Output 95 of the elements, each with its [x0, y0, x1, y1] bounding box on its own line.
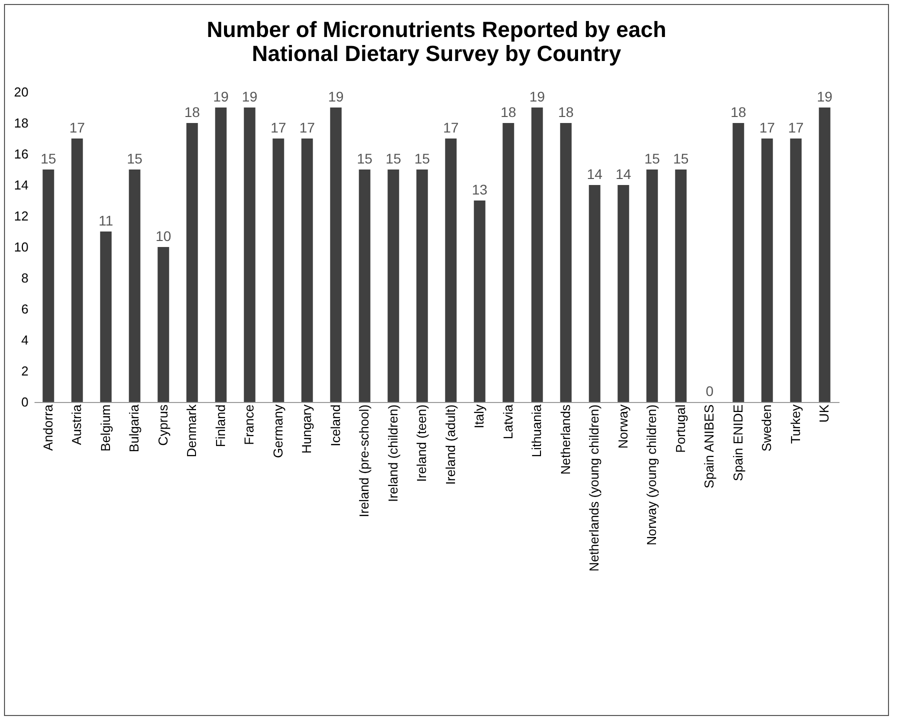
- y-tick-label: 2: [21, 364, 28, 378]
- bar: [128, 170, 140, 402]
- bar: [330, 108, 342, 402]
- data-label: 14: [616, 166, 632, 182]
- y-tick-label: 12: [14, 208, 28, 224]
- data-label: 18: [558, 104, 574, 120]
- data-label: 15: [386, 150, 402, 166]
- bar: [244, 108, 256, 402]
- y-tick-label: 10: [14, 240, 28, 254]
- x-tick-label: Ireland (children): [385, 404, 400, 502]
- x-tick-label: Norway (young children): [644, 404, 660, 546]
- bar: [100, 232, 112, 402]
- data-label: 15: [40, 150, 56, 166]
- x-tick-label: Austria: [69, 404, 84, 445]
- bar: [445, 138, 457, 402]
- y-tick-label: 6: [21, 302, 28, 316]
- bar: [646, 170, 658, 402]
- x-tick-label: Portugal: [672, 404, 688, 453]
- y-tick-label: 4: [21, 332, 28, 348]
- x-tick-label: Latvia: [500, 404, 516, 440]
- data-label: 17: [443, 120, 459, 136]
- data-label: 13: [472, 182, 488, 198]
- bar: [215, 108, 227, 402]
- x-tick-label: Sweden: [759, 404, 774, 452]
- bar: [388, 170, 400, 402]
- x-tick-label: Spain ANIBES: [702, 404, 717, 488]
- data-label: 19: [816, 88, 833, 104]
- x-tick-label: Ireland (pre-school): [356, 404, 372, 518]
- bar: [186, 123, 198, 402]
- x-tick-label: Hungary: [299, 404, 314, 454]
- data-label: 18: [500, 104, 516, 120]
- data-label: 18: [730, 104, 746, 120]
- x-tick-label: UK: [816, 404, 832, 423]
- bar: [158, 247, 170, 402]
- data-label: 19: [328, 88, 344, 104]
- bar: [531, 108, 543, 402]
- x-tick-label: Turkey: [788, 404, 803, 444]
- data-label: 11: [98, 212, 114, 228]
- data-label: 17: [270, 120, 286, 136]
- x-tick-label: Andorra: [40, 404, 56, 451]
- data-label: 17: [788, 120, 804, 136]
- bar: [761, 138, 773, 402]
- data-label: 18: [184, 104, 200, 120]
- y-tick-label: 20: [14, 84, 28, 100]
- y-tick-label: 16: [14, 146, 28, 162]
- x-tick-label: Ireland (teen): [414, 404, 430, 482]
- y-tick-label: 0: [21, 394, 28, 410]
- y-tick-label: 18: [14, 116, 28, 130]
- x-tick-label: Germany: [270, 404, 286, 458]
- bar: [42, 170, 54, 402]
- data-label: 15: [414, 150, 430, 166]
- bar: [416, 170, 428, 402]
- x-tick-label: Belgium: [98, 404, 113, 452]
- data-label: 17: [299, 120, 316, 136]
- x-tick-label: Finland: [212, 404, 228, 448]
- x-tick-label: Netherlands (young children): [586, 404, 602, 572]
- y-tick-label: 8: [21, 270, 28, 286]
- bar: [358, 170, 370, 402]
- data-label: 10: [156, 228, 172, 244]
- bar: [790, 138, 802, 402]
- x-tick-label: Ireland (adult): [442, 404, 458, 485]
- bar: [301, 138, 313, 402]
- x-tick-label: Italy: [472, 404, 487, 428]
- bar: [502, 123, 514, 402]
- bar: [732, 123, 744, 402]
- data-label: 14: [586, 166, 603, 182]
- x-tick-label: Norway: [615, 404, 630, 449]
- data-label: 15: [673, 150, 689, 166]
- x-tick-label: Iceland: [328, 404, 343, 446]
- data-label: 19: [529, 88, 546, 104]
- x-tick-label: Netherlands: [558, 404, 573, 475]
- bar: [71, 138, 83, 402]
- x-tick-label: Bulgaria: [126, 404, 142, 452]
- bar: [560, 123, 572, 402]
- data-label: 17: [69, 120, 86, 136]
- bar: [272, 138, 284, 402]
- bar: [818, 108, 830, 402]
- data-label: 15: [644, 150, 660, 166]
- data-label: 15: [126, 150, 143, 166]
- data-label: 17: [759, 120, 776, 136]
- x-tick-label: Lithuania: [529, 404, 544, 458]
- data-label: 0: [706, 383, 714, 399]
- x-tick-label: France: [242, 404, 257, 445]
- bar: [675, 170, 687, 402]
- bar: [618, 185, 630, 402]
- bar: [588, 185, 600, 402]
- data-label: 15: [356, 150, 373, 166]
- data-label: 19: [213, 88, 229, 104]
- x-tick-label: Spain ENIDE: [730, 404, 746, 482]
- y-tick-label: 14: [14, 178, 28, 192]
- data-label: 19: [242, 88, 258, 104]
- chart-title: Number of Micronutrients Reported by each National Dietary Survey by Country: [206, 17, 666, 66]
- x-tick-label: Cyprus: [155, 404, 170, 446]
- x-tick-label: Denmark: [184, 404, 200, 458]
- bar: [474, 200, 486, 402]
